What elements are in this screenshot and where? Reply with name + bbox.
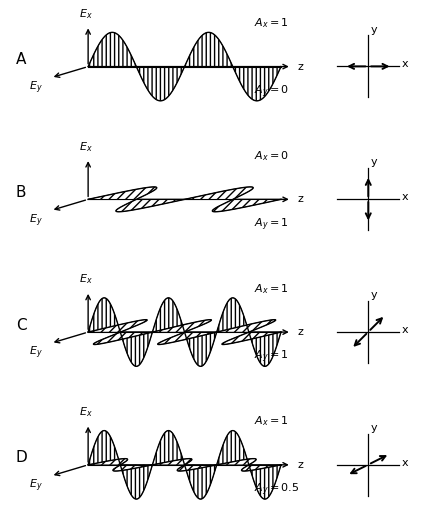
Text: A: A [16,52,26,67]
Text: z: z [297,62,303,72]
Polygon shape [116,199,184,212]
Text: $E_x$: $E_x$ [79,7,92,21]
Polygon shape [241,465,281,471]
Polygon shape [88,320,147,332]
Text: x: x [402,458,408,468]
Polygon shape [158,332,216,345]
Text: $A_x = 0$: $A_x = 0$ [254,149,289,163]
Text: $A_x = 1$: $A_x = 1$ [254,16,289,30]
Text: x: x [402,192,408,202]
Text: $A_y = 1$: $A_y = 1$ [254,349,289,365]
Text: $A_x = 1$: $A_x = 1$ [254,282,289,296]
Text: x: x [402,59,408,70]
Text: y: y [370,24,377,35]
Text: $A_y = 0$: $A_y = 0$ [254,83,289,100]
Polygon shape [113,465,152,471]
Polygon shape [212,199,281,212]
Text: $E_y$: $E_y$ [29,478,43,494]
Text: y: y [370,423,377,433]
Text: C: C [16,318,26,333]
Text: z: z [297,327,303,337]
Text: D: D [15,450,27,466]
Text: y: y [370,290,377,300]
Polygon shape [152,459,192,465]
Text: $E_y$: $E_y$ [29,345,43,361]
Polygon shape [217,320,276,332]
Text: y: y [370,157,377,167]
Polygon shape [222,332,281,345]
Text: x: x [402,325,408,335]
Polygon shape [88,187,157,199]
Text: z: z [297,194,303,204]
Text: $A_y = 0.5$: $A_y = 0.5$ [254,482,299,498]
Text: z: z [297,460,303,470]
Text: $E_x$: $E_x$ [79,140,92,153]
Polygon shape [88,459,127,465]
Polygon shape [93,332,152,345]
Polygon shape [217,459,256,465]
Text: $A_x = 1$: $A_x = 1$ [254,415,289,429]
Polygon shape [177,465,216,471]
Text: $E_x$: $E_x$ [79,272,92,286]
Text: $E_y$: $E_y$ [29,80,43,96]
Text: $A_y = 1$: $A_y = 1$ [254,216,289,233]
Text: $E_y$: $E_y$ [29,212,43,228]
Polygon shape [152,320,211,332]
Polygon shape [184,187,253,199]
Text: B: B [16,185,26,200]
Text: $E_x$: $E_x$ [79,405,92,419]
